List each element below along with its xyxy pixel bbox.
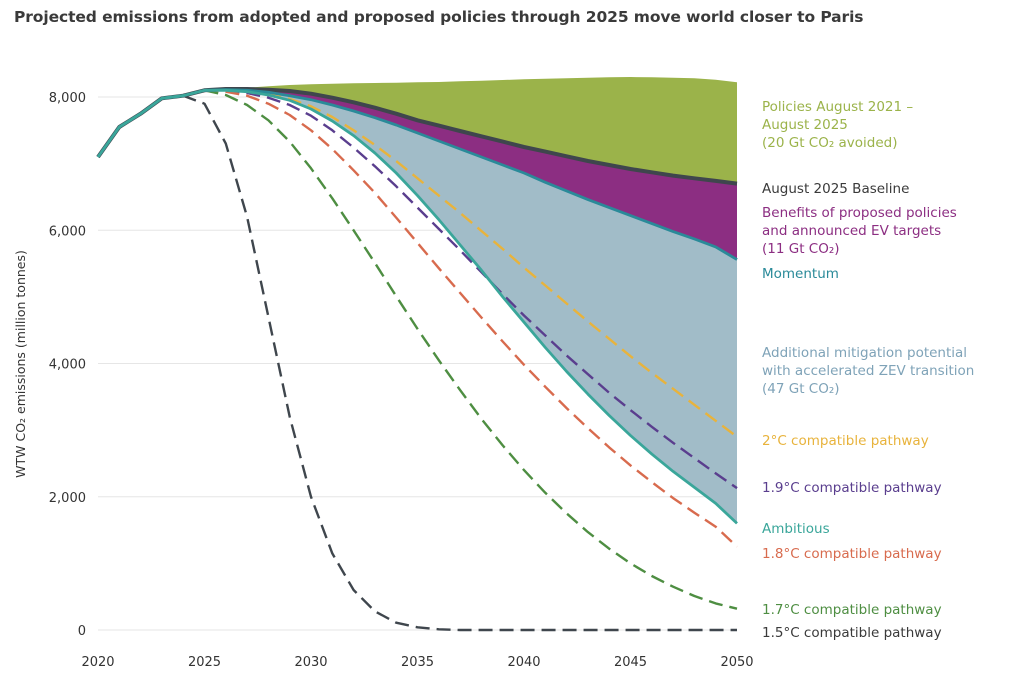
x-tick-label: 2050	[720, 655, 753, 670]
x-tick-label: 2020	[81, 655, 114, 670]
label-1-9-c: 1.9°C compatible pathway	[762, 480, 942, 496]
label-momentum: Momentum	[762, 266, 839, 282]
x-tick-label: 2025	[188, 655, 221, 670]
line-1-9-c-compatible-pathway	[204, 89, 738, 490]
label-benefits: Benefits of proposed policies and announc…	[762, 205, 957, 257]
label-2-c: 2°C compatible pathway	[762, 433, 929, 449]
x-tick-label: 2045	[614, 655, 647, 670]
label-ambitious: Ambitious	[762, 521, 830, 537]
y-tick-label: 2,000	[49, 491, 86, 506]
line-layer	[96, 87, 738, 632]
line-historical	[96, 88, 205, 158]
label-1-5-c: 1.5°C compatible pathway	[762, 625, 942, 641]
area-benefits-of-proposed-policies-and-announ	[204, 89, 737, 260]
y-tick-label: 8,000	[49, 91, 86, 106]
x-tick-label: 2040	[507, 655, 540, 670]
label-1-7-c: 1.7°C compatible pathway	[762, 602, 942, 618]
axis-layer: 0 2,000 4,000 6,000 8,000 2020 2025 2030 2035 204…	[49, 91, 754, 670]
area-additional-mitigation-potential-with-acc	[204, 89, 737, 524]
y-tick-label: 6,000	[49, 224, 86, 239]
chart-title: Projected emissions from adopted and pro…	[14, 8, 864, 26]
label-policies-august-2021-august-20: Policies August 2021 – August 2025 (20 Gt …	[762, 99, 913, 151]
line-1-7-c-compatible-pathway	[204, 89, 738, 610]
y-tick-label: 4,000	[49, 358, 86, 373]
y-tick-label: 0	[78, 624, 86, 639]
line-ambitious	[96, 88, 738, 525]
label-august-2025-baseline: August 2025 Baseline	[762, 181, 909, 197]
line-2-c-compatible-pathway	[204, 89, 738, 438]
area-layer	[204, 77, 737, 524]
x-tick-label: 2035	[401, 655, 434, 670]
label-additional: Additional mitigation potential with acce…	[762, 345, 974, 397]
label-1-8-c: 1.8°C compatible pathway	[762, 546, 942, 562]
label-layer: Policies August 2021 – August 2025 (20 Gt …	[762, 99, 974, 641]
y-axis-label: WTW CO₂ emissions (million tonnes)	[13, 250, 28, 478]
line-1-5-c-compatible-pathway	[161, 94, 737, 632]
area-policies-august-2021-august-2025-20-gt-c	[204, 77, 737, 184]
line-1-8-c-compatible-pathway	[204, 89, 738, 548]
x-tick-label: 2030	[294, 655, 327, 670]
